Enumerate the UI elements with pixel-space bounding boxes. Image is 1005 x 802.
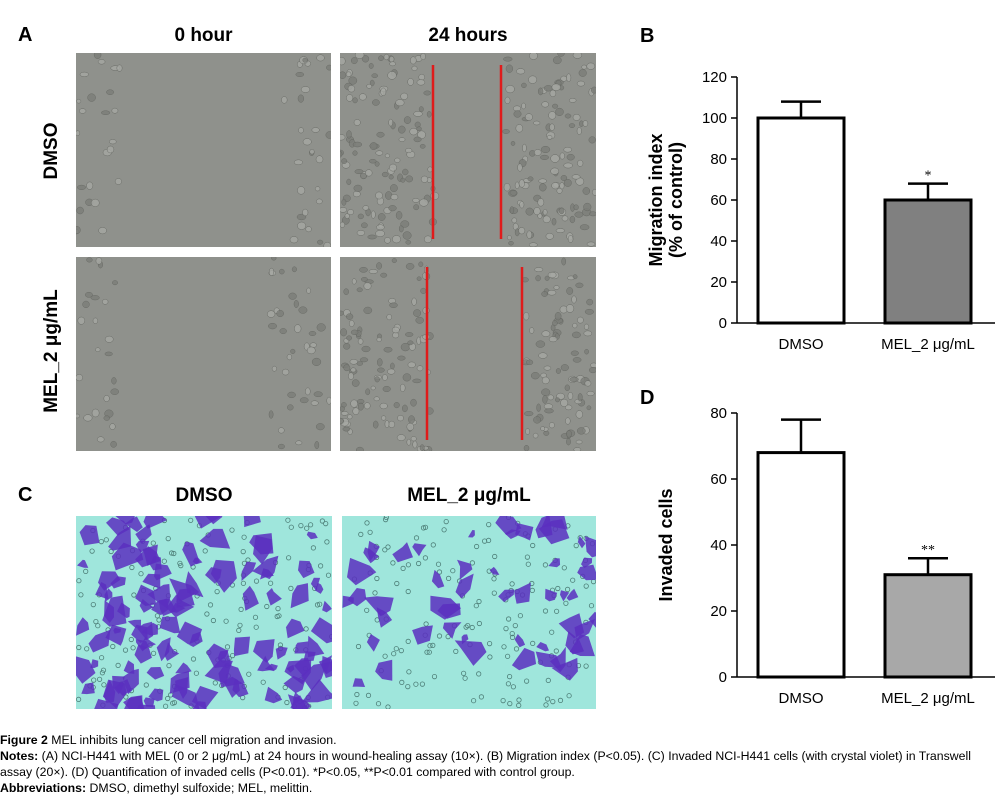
- chart-b-migration-index: B 0 20 40 60 80 100 120 DMSO * MEL_2 μg/mL Migratio…: [640, 25, 995, 353]
- panel-a-row-label-mel: MEL_2 μg/mL: [41, 289, 62, 413]
- micrograph-dmso-0h: [76, 53, 331, 247]
- panel-a-col-title-0h: 0 hour: [174, 25, 233, 46]
- y-tick-label: 60: [710, 192, 727, 209]
- y-tick-label: 0: [719, 669, 727, 686]
- y-tick-label: 60: [710, 471, 727, 488]
- caption-abbrev-text: DMSO, dimethyl sulfoxide; MEL, melittin.: [86, 781, 313, 795]
- panel-c-col-title-dmso: DMSO: [175, 485, 233, 506]
- bar-dmso: [756, 451, 846, 679]
- y-tick-label: 0: [719, 315, 727, 332]
- panel-a-row-label-dmso: DMSO: [41, 122, 62, 180]
- y-tick-label: 80: [710, 151, 727, 168]
- y-axis-label: Invaded cells: [656, 488, 676, 601]
- caption-figure-label: Figure 2: [0, 733, 48, 747]
- y-tick-label: 40: [710, 233, 727, 250]
- panel-a-letter: A: [18, 24, 33, 46]
- chart-d-invaded-cells: D 0 20 40 60 80 DMSO ** MEL_2 μg/mL Invaded cells: [640, 387, 995, 707]
- caption-notes-label: Notes:: [0, 749, 39, 763]
- bar-dmso: [756, 116, 846, 325]
- panel-c-letter: C: [18, 484, 33, 506]
- y-tick-label: 20: [710, 274, 727, 291]
- y-tick-label: 20: [710, 603, 727, 620]
- panel-a-col-title-24h: 24 hours: [428, 25, 508, 46]
- caption-figure-text: MEL inhibits lung cancer cell migration …: [47, 733, 337, 747]
- y-axis-label: (% of control): [666, 142, 686, 258]
- panel-c-col-title-mel: MEL_2 μg/mL: [407, 485, 531, 506]
- caption-abbrev-label: Abbreviations:: [0, 781, 87, 795]
- x-tick-label: DMSO: [779, 690, 824, 707]
- transwell-image-dmso: [76, 516, 332, 709]
- significance-marker: **: [921, 543, 935, 558]
- micrograph-mel-24h: [340, 257, 596, 451]
- transwell-image-mel: [342, 516, 596, 709]
- y-tick-label: 100: [702, 110, 727, 127]
- x-tick-label: MEL_2 μg/mL: [881, 336, 975, 353]
- x-tick-label: DMSO: [779, 336, 824, 353]
- y-tick-label: 120: [702, 69, 727, 86]
- y-tick-label: 80: [710, 405, 727, 422]
- y-tick-label: 40: [710, 537, 727, 554]
- x-tick-label: MEL_2 μg/mL: [881, 690, 975, 707]
- bar-mel-2-g-ml: [883, 198, 973, 325]
- panel-letter: D: [640, 387, 654, 409]
- significance-marker: *: [925, 169, 932, 184]
- bar-mel-2-g-ml: [883, 573, 973, 679]
- caption-notes-text: (A) NCI-H441 with MEL (0 or 2 μg/mL) at …: [0, 749, 971, 779]
- panel-letter: B: [640, 25, 654, 47]
- micrograph-mel-0h: [76, 257, 331, 451]
- micrograph-dmso-24h: [340, 53, 596, 247]
- figure-caption: Figure 2 MEL inhibits lung cancer cell m…: [0, 732, 1005, 796]
- y-axis-label: Migration index: [646, 133, 666, 266]
